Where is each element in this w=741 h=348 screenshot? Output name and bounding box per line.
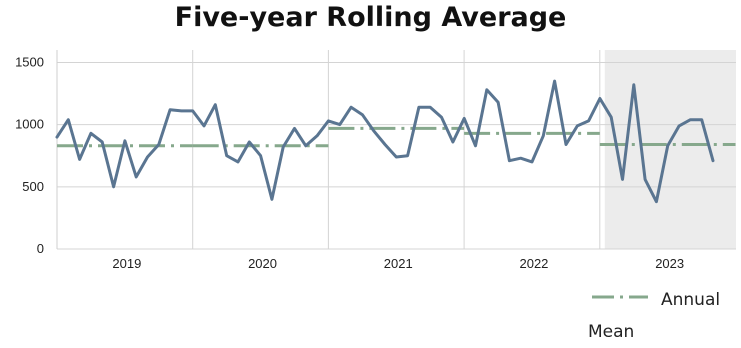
x-tick-label: 2019 bbox=[112, 256, 141, 271]
y-tick-label: 0 bbox=[37, 241, 44, 256]
grid-lines bbox=[56, 50, 736, 250]
x-tick-label: 2021 bbox=[384, 256, 413, 271]
y-tick-labels: 0 500 1000 1500 bbox=[15, 54, 44, 256]
y-tick-label: 1500 bbox=[15, 54, 44, 69]
y-tick-label: 500 bbox=[22, 179, 44, 194]
x-tick-label: 2022 bbox=[519, 256, 548, 271]
x-tick-label: 2023 bbox=[655, 256, 684, 271]
shaded-period-2023 bbox=[604, 50, 736, 249]
line-chart: 0 500 1000 1500 2019 2020 2021 2022 2023 bbox=[15, 50, 736, 299]
y-tick-label: 1000 bbox=[15, 117, 44, 132]
x-tick-label: 2020 bbox=[248, 256, 277, 271]
chart-title: Five-year Rolling Average bbox=[174, 2, 567, 33]
annual-mean-series bbox=[57, 126, 736, 148]
x-tick-labels: 2019 2020 2021 2022 2023 bbox=[112, 256, 684, 271]
rolling-average-series-line bbox=[55, 79, 715, 204]
legend-label-annual-mean: Annual Mean bbox=[588, 290, 721, 342]
